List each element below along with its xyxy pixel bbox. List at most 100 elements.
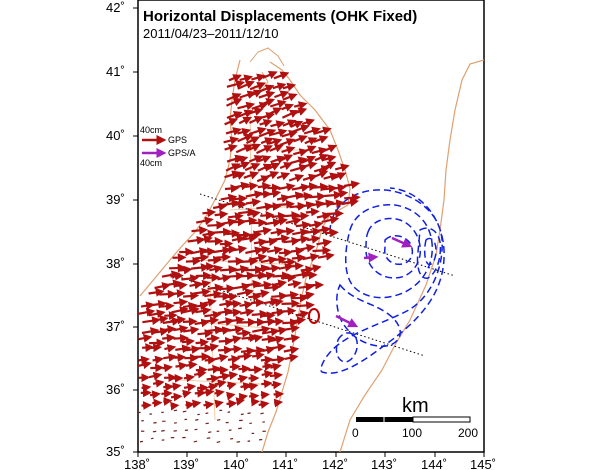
gps-arrow [303, 145, 317, 154]
gps-arrow [237, 351, 253, 361]
gps-arrow [317, 251, 335, 261]
gps-arrow [262, 362, 274, 371]
gps-arrow [206, 273, 221, 282]
gps-arrow [247, 230, 263, 240]
gps-arrow [255, 289, 270, 299]
gps-arrow [269, 255, 288, 264]
gps-arrow [236, 288, 255, 297]
gps-arrow [281, 103, 294, 112]
gps-arrow [163, 279, 182, 289]
gps-arrow [226, 80, 246, 89]
gps-arrow [343, 180, 361, 189]
gps-arrow [278, 248, 293, 258]
gps-arrow [239, 74, 254, 83]
gps-arrow [308, 220, 324, 230]
gps-arrow [299, 182, 318, 192]
gps-arrow [287, 261, 304, 271]
gps-arrow [249, 81, 267, 91]
gps-arrow [208, 382, 219, 392]
gps-arrow [173, 298, 189, 307]
gps-arrow [267, 189, 282, 199]
gps-arrow [283, 324, 300, 334]
gps-arrow [220, 193, 238, 203]
gps-arrow [258, 90, 276, 100]
gps-arrow [248, 382, 259, 392]
gps-arrow [260, 311, 276, 321]
lat-label-38: 38˚ [106, 256, 125, 271]
gps-arrow [313, 164, 331, 174]
gps-arrow [298, 282, 315, 292]
gps-arrow [237, 328, 252, 338]
gps-arrow [219, 299, 235, 309]
gps-arrow [301, 118, 315, 127]
gps-arrow [273, 216, 288, 226]
gps-arrow [255, 226, 272, 236]
gps-arrow [228, 74, 242, 83]
gpsa-arrow [335, 314, 359, 328]
gps-arrow [249, 271, 268, 280]
gps-arrow [183, 325, 200, 335]
lon-label-139: 139˚ [173, 457, 199, 470]
gps-arrow [270, 342, 287, 352]
gps-arrow [258, 400, 270, 409]
gps-arrow [279, 162, 293, 171]
gps-arrow [292, 316, 307, 325]
gps-arrow [150, 437, 154, 440]
gps-arrow [148, 288, 165, 297]
gps-arrow [308, 192, 327, 202]
gps-arrow [170, 315, 187, 325]
gps-arrow [323, 172, 340, 181]
gps-arrow [295, 220, 312, 230]
lat-label-39: 39˚ [106, 192, 125, 207]
gps-arrow [260, 137, 274, 146]
gps-arrow [265, 171, 280, 180]
gps-arrow [238, 116, 253, 125]
gps-arrow [264, 283, 282, 292]
gps-arrow [230, 437, 234, 440]
lat-label-37: 37˚ [106, 319, 125, 334]
gps-arrow [204, 290, 223, 299]
gps-arrow [251, 218, 268, 228]
gps-arrow [223, 136, 240, 145]
gps-arrow [313, 126, 332, 136]
gps-arrow [248, 391, 260, 401]
gps-arrow [194, 253, 210, 263]
gps-arrow [270, 335, 285, 345]
lon-label-140: 140˚ [223, 457, 249, 470]
gps-arrow [231, 234, 246, 244]
gps-arrow [316, 238, 333, 248]
gps-arrow [303, 126, 321, 136]
gps-arrow [273, 398, 284, 408]
gps-arrow [282, 119, 297, 128]
gps-arrow [214, 399, 224, 409]
gps-arrow [141, 401, 152, 410]
map-period: 2011/04/23–2011/12/10 [143, 26, 278, 41]
gps-arrow [205, 412, 209, 415]
gps-arrow [292, 107, 308, 116]
gps-arrow [243, 171, 260, 180]
gps-arrow [174, 353, 187, 362]
gps-arrow [321, 215, 340, 225]
gps-arrow [283, 334, 301, 343]
gps-arrow [149, 390, 161, 400]
gps-arrow [260, 390, 270, 400]
gps-arrow [183, 373, 196, 383]
gps-arrow [204, 355, 217, 365]
gps-arrow [173, 281, 188, 290]
trench-line [339, 59, 484, 452]
gps-arrow [206, 334, 220, 344]
gps-arrow [305, 207, 320, 217]
gps-arrow [241, 234, 258, 243]
gps-arrow [182, 389, 192, 399]
gps-arrow [250, 397, 260, 407]
gps-arrow [181, 337, 195, 347]
scale-unit: km [402, 395, 429, 417]
gps-arrow [261, 379, 273, 389]
gps-arrow [291, 253, 306, 263]
gps-arrow [332, 183, 347, 193]
gps-arrow [319, 199, 335, 208]
gps-arrow [281, 145, 296, 155]
gps-arrow [316, 211, 332, 221]
error-ellipse [308, 308, 320, 324]
gps-arrow [298, 191, 313, 201]
